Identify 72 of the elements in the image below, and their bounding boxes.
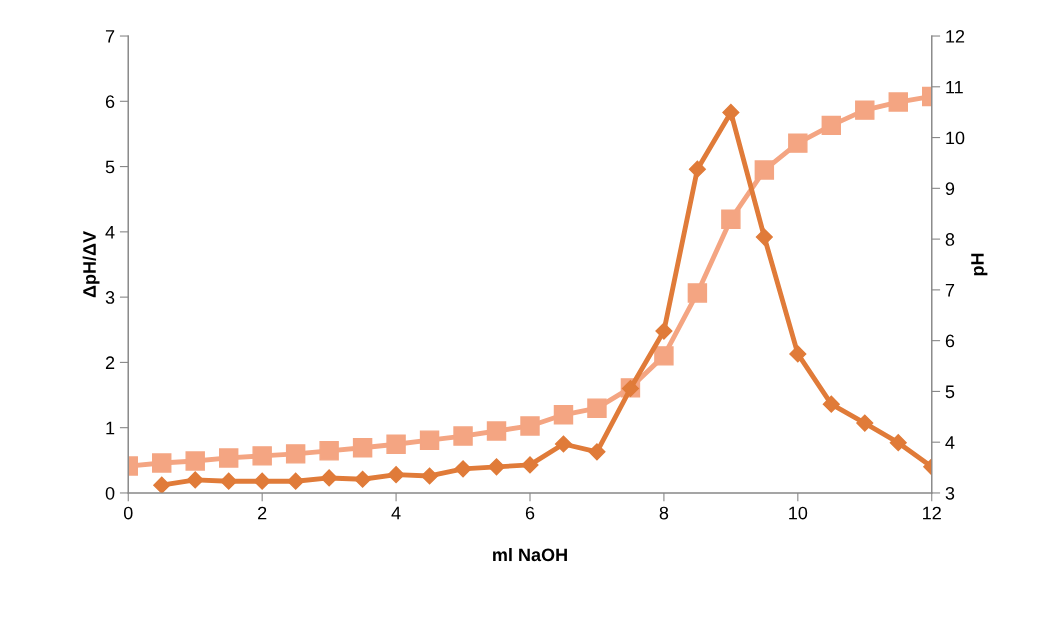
point bbox=[822, 395, 840, 413]
point bbox=[352, 438, 373, 458]
point bbox=[253, 472, 271, 490]
x-tick-label: 12 bbox=[923, 506, 941, 520]
point bbox=[320, 469, 338, 487]
point bbox=[521, 456, 539, 474]
point bbox=[821, 115, 842, 136]
y-tick-label: 3 bbox=[105, 291, 115, 304]
y2-tick-label: 4 bbox=[945, 436, 955, 449]
y2-tick-label: 8 bbox=[945, 233, 955, 246]
y2-tick-label: 12 bbox=[946, 29, 965, 43]
point bbox=[520, 416, 540, 436]
point bbox=[419, 430, 440, 450]
point bbox=[722, 103, 740, 121]
y2-tick-label: 7 bbox=[945, 284, 955, 297]
y-tick-label: 4 bbox=[105, 225, 115, 239]
point bbox=[252, 446, 272, 466]
y2-tick-label: 6 bbox=[945, 334, 955, 348]
point bbox=[486, 421, 507, 441]
point bbox=[454, 460, 472, 478]
point bbox=[152, 453, 172, 473]
y-tick-label: 7 bbox=[105, 30, 115, 43]
point bbox=[755, 228, 773, 246]
y-tick-label: 6 bbox=[105, 95, 115, 109]
point bbox=[654, 346, 674, 366]
y2-tick-label: 9 bbox=[945, 182, 955, 196]
x-tick-label: 8 bbox=[659, 506, 669, 520]
y2-tick-label: 10 bbox=[946, 131, 965, 145]
y-tick-label: 2 bbox=[105, 356, 115, 369]
point bbox=[588, 443, 606, 461]
point bbox=[889, 434, 907, 452]
point bbox=[688, 160, 706, 178]
point bbox=[185, 451, 205, 471]
point bbox=[386, 434, 406, 454]
point bbox=[487, 458, 506, 476]
y-axis-title: ΔpH/ΔV bbox=[82, 231, 100, 298]
y-tick-label: 1 bbox=[106, 421, 115, 435]
point bbox=[285, 444, 306, 464]
point bbox=[721, 209, 741, 230]
y-tick-label: 0 bbox=[105, 486, 115, 500]
x-tick-label: 10 bbox=[789, 506, 808, 520]
point bbox=[888, 92, 908, 112]
y2-tick-label: 11 bbox=[946, 80, 963, 94]
point bbox=[186, 471, 204, 489]
y-tick-label: 5 bbox=[105, 160, 115, 174]
point bbox=[789, 345, 807, 363]
x-tick-label: 6 bbox=[525, 506, 535, 520]
point bbox=[287, 472, 305, 490]
point bbox=[387, 466, 405, 484]
point bbox=[788, 133, 808, 153]
point bbox=[554, 435, 573, 453]
point bbox=[855, 100, 875, 120]
x-axis-title: ml NaOH bbox=[493, 547, 567, 562]
point bbox=[453, 426, 473, 446]
y2-tick-label: 5 bbox=[945, 385, 955, 399]
point bbox=[587, 398, 607, 418]
point bbox=[220, 472, 238, 490]
x-tick-label: 4 bbox=[391, 506, 401, 520]
y2-tick-label: 3 bbox=[945, 486, 955, 500]
point bbox=[754, 160, 775, 180]
point bbox=[655, 322, 673, 340]
x-tick-label: 2 bbox=[258, 506, 267, 520]
y2-axis-title: pH bbox=[971, 253, 988, 276]
point bbox=[319, 441, 339, 461]
point bbox=[354, 470, 372, 488]
x-tick-label: 0 bbox=[123, 506, 133, 520]
point bbox=[153, 476, 171, 493]
point bbox=[687, 283, 708, 303]
point bbox=[553, 405, 574, 425]
point bbox=[421, 467, 439, 485]
point bbox=[218, 448, 239, 468]
point bbox=[856, 414, 874, 432]
